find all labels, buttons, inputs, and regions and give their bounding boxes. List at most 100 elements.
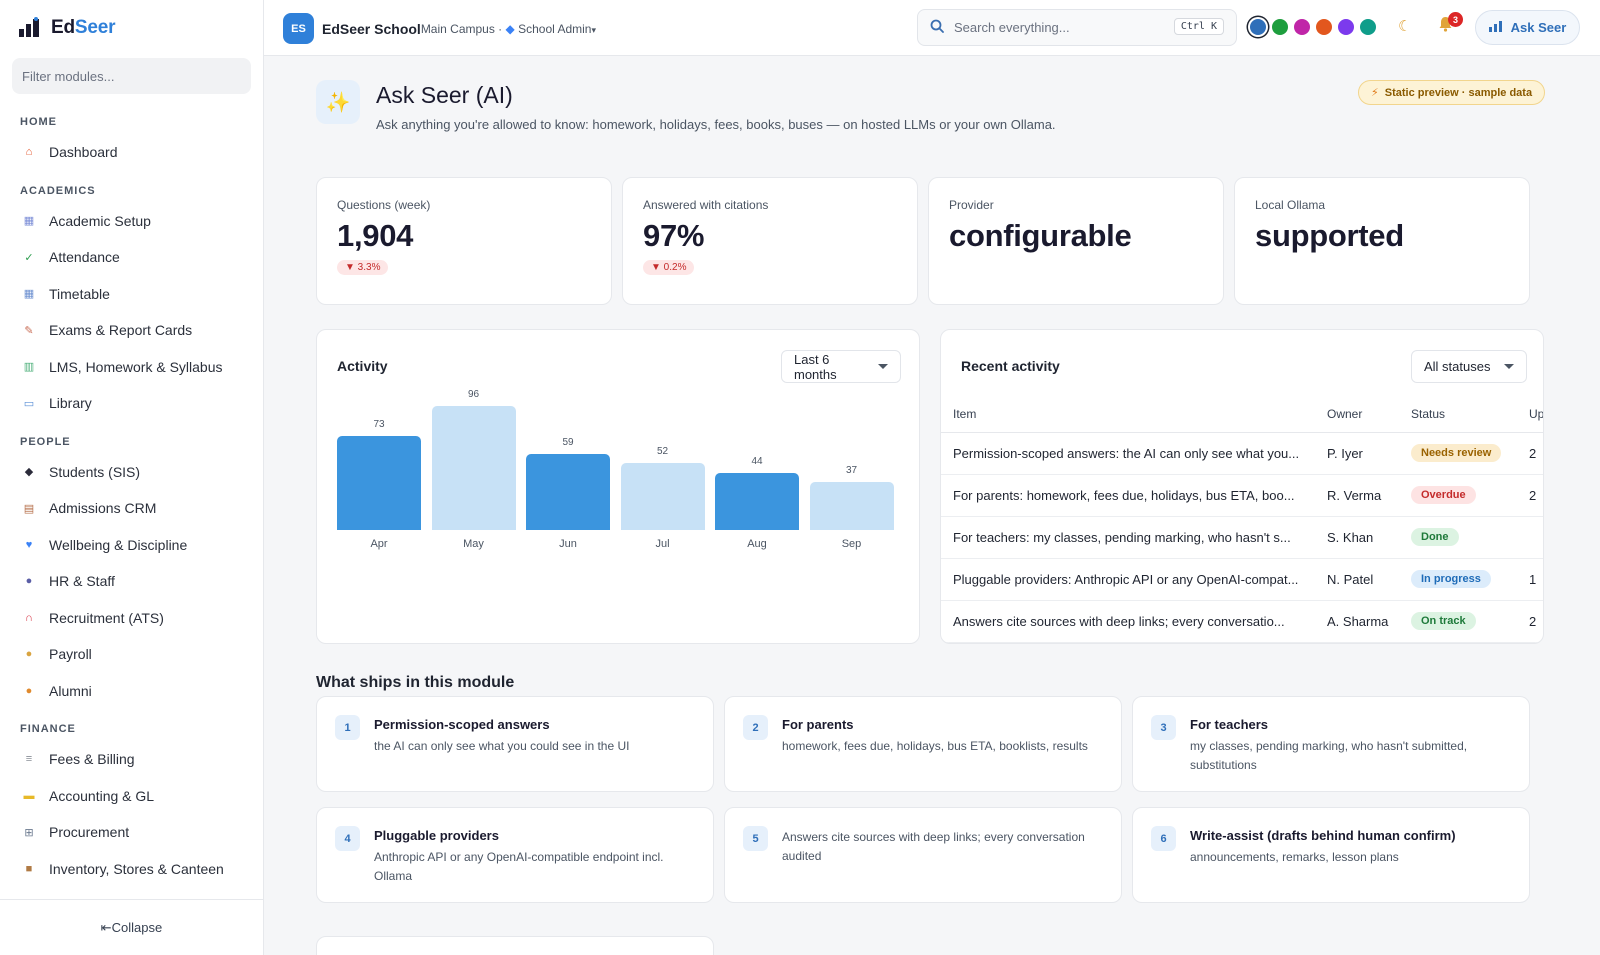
kpi-card: Provider configurable [928,177,1224,305]
sidebar-item-attendance[interactable]: ✓ Attendance [0,239,263,276]
sidebar-item-label: Academic Setup [49,212,151,229]
row-updated: 2 [1529,432,1543,475]
table-header-row: Item Owner Status Up [941,396,1543,433]
chart-x-tick-label: Jun [559,538,577,550]
chart-bar[interactable] [715,473,799,530]
table-row[interactable]: For parents: homework, fees due, holiday… [941,474,1543,517]
sidebar-item-payroll[interactable]: ● Payroll [0,636,263,673]
sidebar-item-inventory-stores-canteen[interactable]: ■ Inventory, Stores & Canteen [0,851,263,888]
sidebar-item-lms-homework-syllabus[interactable]: ▥ LMS, Homework & Syllabus [0,349,263,386]
column-header-status[interactable]: Status [1411,396,1529,433]
kpi-label: Questions (week) [337,198,431,212]
feature-number: 6 [1151,826,1176,851]
moon-icon[interactable]: ☾ [1398,18,1412,35]
table-row[interactable]: For teachers: my classes, pending markin… [941,516,1543,559]
chart-x-tick-label: Jul [655,538,670,550]
theme-swatch[interactable] [1272,19,1288,35]
kpi-card: Local Ollama supported [1234,177,1530,305]
status-badge: Needs review [1411,444,1502,462]
feature-number: 5 [743,826,768,851]
sidebar-item-label: Procurement [49,824,130,841]
recent-activity-title: Recent activity [961,358,1060,374]
row-updated: 2 [1529,600,1543,643]
feature-card: 3 For teachers my classes, pending marking… [1132,696,1530,792]
feature-title: Permission-scoped answers [374,717,550,732]
global-search-input[interactable]: Search everything... Ctrl K [917,9,1237,46]
page-subtitle: Ask anything you're allowed to know: hom… [376,117,1056,132]
theme-swatch[interactable] [1294,19,1310,35]
table-row[interactable]: Pluggable providers: Anthropic API or an… [941,558,1543,601]
lightning-icon: ⚡ [1371,87,1379,99]
sidebar-item-fees-billing[interactable]: ≡ Fees & Billing [0,741,263,778]
house-icon: ⌂ [25,146,33,159]
feature-description: Anthropic API or any OpenAI-compatible e… [374,850,664,883]
feature-number: 3 [1151,715,1176,740]
chart-bar[interactable] [620,462,705,530]
status-filter-label: All statuses [1424,359,1491,374]
column-header-item[interactable]: Item [941,396,1327,433]
status-badge: Done [1411,528,1459,546]
range-dropdown[interactable]: Last 6 months [781,350,901,383]
sidebar-item-wellbeing-discipline[interactable]: ♥ Wellbeing & Discipline [0,527,263,564]
chart-data-label: 37 [845,465,858,477]
sidebar: EdSeer Filter modules... HOME ⌂ Dashboard A… [0,0,264,955]
chart-bar[interactable] [809,482,894,530]
theme-swatch[interactable] [1360,19,1376,35]
status-filter-dropdown[interactable]: All statuses [1411,350,1527,383]
chart-bar[interactable] [526,453,610,530]
sidebar-item-label: HR & Staff [49,573,115,590]
feature-description: my classes, pending marking, who hasn't … [1190,739,1468,772]
chart-data-label: 44 [751,456,763,468]
table-row[interactable]: Answers cite sources with deep links; ev… [941,600,1543,643]
feature-card-partial [316,936,714,955]
school-switcher[interactable]: ES EdSeer School Main Campus · ◆ School … [283,13,596,44]
sidebar-item-library[interactable]: ▭ Library [0,385,263,422]
feature-title: For parents [782,717,854,732]
ask-seer-button[interactable]: Ask Seer [1475,10,1580,45]
module-filter-input[interactable]: Filter modules... [12,58,251,94]
column-header-updated[interactable]: Up [1529,396,1543,433]
kpi-card: Answered with citations 97% ▼ 0.2% [622,177,918,305]
theme-swatch[interactable] [1338,19,1354,35]
column-header-owner[interactable]: Owner [1327,396,1411,433]
theme-swatch[interactable] [1250,19,1266,35]
sidebar-item-students-sis[interactable]: ◆ Students (SIS) [0,454,263,491]
checkbox-icon: ✓ [24,251,34,264]
sidebar-item-accounting-gl[interactable]: ▬ Accounting & GL [0,778,263,815]
school-name: EdSeer School [322,20,421,37]
sidebar-item-label: Inventory, Stores & Canteen [49,860,224,877]
sidebar-item-hr-staff[interactable]: ● HR & Staff [0,563,263,600]
row-owner: S. Khan [1327,516,1411,559]
static-preview-badge: ⚡ Static preview · sample data [1358,80,1546,105]
bell-icon[interactable]: 3 [1438,12,1463,36]
collapse-button[interactable]: ⇤Collapse [0,899,263,955]
sidebar-item-alumni[interactable]: ● Alumni [0,673,263,710]
sidebar-item-procurement[interactable]: ⊞ Procurement [0,814,263,851]
kpi-delta-badge: ▼ 3.3% [337,260,389,275]
ledger-icon: ▬ [23,789,35,802]
kpi-value: 97% [643,218,705,253]
sidebar-item-admissions-crm[interactable]: ▤ Admissions CRM [0,490,263,527]
brand[interactable]: EdSeer [0,0,263,56]
feature-card: 6 Write-assist (drafts behind human confi… [1132,807,1530,903]
table-row[interactable]: Permission-scoped answers: the AI can on… [941,432,1543,475]
sidebar-item-label: Admissions CRM [49,500,157,517]
chart-bar[interactable] [431,406,516,530]
sidebar-item-label: Payroll [49,646,92,663]
theme-swatch[interactable] [1316,19,1332,35]
sidebar-item-dashboard[interactable]: ⌂ Dashboard [0,134,263,171]
sidebar-item-recruitment-ats[interactable]: ∩ Recruitment (ATS) [0,600,263,637]
sidebar-item-exams-report-cards[interactable]: ✎ Exams & Report Cards [0,312,263,349]
sidebar-item-academic-setup[interactable]: ▦ Academic Setup [0,203,263,240]
chart-x-tick-label: Apr [370,538,388,550]
row-item: For teachers: my classes, pending markin… [941,516,1327,559]
row-status-cell: On track [1411,600,1529,643]
chart-bar[interactable] [337,435,421,530]
calendar-icon: ▦ [23,288,35,301]
money-bag-icon: ● [25,648,33,661]
sidebar-item-timetable[interactable]: ▦ Timetable [0,276,263,313]
brand-name: EdSeer [51,17,116,38]
activity-bar-chart: 73 Apr 96 May 59 Jun 52 Jul 44 Aug 37 Sep [337,389,903,560]
feature-number: 2 [743,715,768,740]
shield-icon: ◆ [505,21,515,36]
